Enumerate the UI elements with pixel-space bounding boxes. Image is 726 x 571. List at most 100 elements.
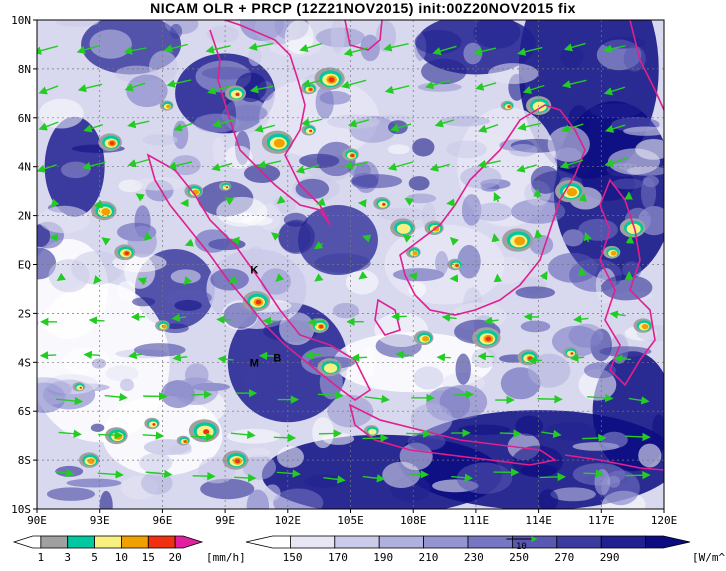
wind-vector [313,241,324,250]
lat-label: 8S [18,454,31,467]
lon-label: 93E [90,514,110,527]
olr-legend-unit: [W/m^2] [692,551,726,564]
olr-patch [295,178,330,200]
olr-patch [224,145,253,169]
olr-patch [412,138,435,157]
precip-cell [641,323,649,330]
wind-vector [184,238,195,247]
lat-label: 4S [18,356,31,369]
wind-vector [390,123,412,132]
olr-patch [246,489,270,509]
wind-vector [573,314,589,324]
olr-patch [611,178,645,190]
lat-label: 2S [18,307,31,320]
wind-vector [135,193,145,202]
olr-patch [584,362,617,379]
wind-vector [192,471,216,481]
coastlines [146,20,664,471]
olr-patch [170,23,183,39]
olr-patch [511,198,566,224]
olr-patch [201,66,253,80]
precip-cell [225,186,229,189]
olr-bar-segment [467,535,513,549]
wind-vector [257,160,282,169]
precip-cell [396,223,411,234]
precip-legend-label: 3 [64,551,71,564]
precip-cell [235,92,240,97]
precip-bar-segment [174,535,204,549]
wind-vector [613,354,632,363]
wind-vector [172,353,188,362]
olr-patch [38,205,91,234]
precip-cell [323,363,338,373]
olr-bar-segment [245,535,291,549]
olr-patch [387,144,410,155]
wind-vector [350,353,368,362]
olr-patch [91,358,107,369]
wind-vector [425,79,450,90]
wind-vector [37,45,59,55]
precip-cell [382,202,386,206]
wind-vector [517,122,542,131]
olr-patch [172,120,189,150]
precip-legend-label: 5 [91,551,98,564]
olr-patch [216,196,268,227]
olr-patch [90,423,105,432]
olr-patch [361,345,376,378]
olr-patch [599,346,652,357]
olr-patch [242,455,277,480]
wind-vector [37,164,57,173]
olr-patch [142,134,178,146]
wind-vector [563,42,586,52]
olr-patch [538,489,559,509]
wind-vector [262,316,279,326]
olr-patch [547,126,590,163]
olr-patch [206,25,239,44]
precip-cell [87,458,95,464]
olr-patch [601,37,647,49]
wind-vector [583,231,592,243]
precip-legend-label: 15 [142,551,155,564]
olr-patch [132,297,156,307]
olr-patch [408,281,427,298]
olr-patch [463,42,483,65]
wind-vector [436,353,451,362]
wind-vector [473,47,497,56]
olr-patch [589,103,641,118]
precip-cell [183,440,187,443]
olr-patch [229,104,268,122]
olr-patch [560,45,584,69]
wind-vector [539,472,566,482]
lon-label: 102E [275,514,302,527]
olr-patch [421,58,467,85]
precip-legend-label: 10 [115,551,128,564]
olr-patch [304,474,345,488]
precip-cell [514,236,526,246]
olr-patch [273,488,324,509]
wind-vector [276,469,301,478]
wind-vector [628,396,650,405]
olr-patch [607,148,661,175]
wind-vector [248,42,274,51]
wind-vector [449,237,459,246]
map-title: NICAM OLR + PRCP (12Z21NOV2015) init:00Z… [150,0,576,16]
wind-vector [409,470,429,479]
olr-patch [226,428,281,444]
olr-patch [345,269,379,295]
precip-cell [101,208,111,216]
coast-borneo [399,104,586,316]
wind-vector [82,161,106,171]
olr-patch [439,384,488,420]
precip-cell [570,352,574,355]
wind-vector [163,43,188,53]
wind-vector [190,432,215,442]
wind-vector [560,123,584,133]
precip-legend-unit: [mm/h] [206,551,246,564]
wind-vector [340,79,367,89]
lon-label: 114E [525,514,552,527]
olr-patch [520,320,551,333]
station-markers: K M B [250,264,282,369]
wind-vector [230,430,256,439]
lat-label: 6N [18,112,31,125]
